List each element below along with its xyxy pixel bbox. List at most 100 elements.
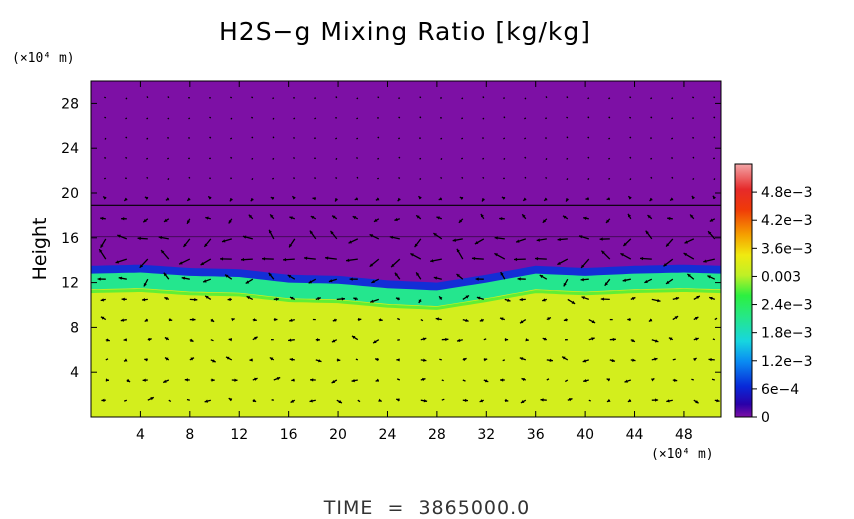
colorbar-tick-label: 4.2e−3: [761, 213, 813, 229]
wind-vector: [309, 399, 316, 403]
wind-vector: [182, 238, 191, 248]
wind-vector-shaft: [272, 97, 275, 100]
wind-vector: [683, 252, 695, 260]
wind-vector-head: [673, 378, 678, 382]
wind-vector-shaft: [713, 178, 716, 181]
wind-vector-shaft: [608, 177, 611, 180]
wind-vector-shaft: [314, 117, 317, 120]
wind-vector: [440, 157, 443, 161]
wind-vector-head: [394, 217, 398, 222]
wind-vector: [396, 378, 401, 381]
wind-vector-head: [438, 197, 443, 201]
wind-vector-head: [371, 279, 375, 283]
wind-vector: [168, 399, 172, 403]
wind-vector-shaft: [356, 117, 359, 120]
wind-vector-shaft: [650, 176, 653, 179]
wind-vector-shaft: [503, 116, 506, 119]
wind-vector-head: [144, 358, 148, 362]
wind-vector-shaft: [587, 156, 590, 159]
wind-vector-head: [483, 358, 488, 362]
wind-vector-head: [456, 248, 460, 253]
wind-vector-shaft: [230, 156, 233, 159]
wind-vector: [355, 358, 359, 361]
wind-vector-head: [253, 318, 257, 322]
wind-vector-head: [632, 358, 636, 362]
wind-vector: [671, 97, 674, 100]
wind-vector: [181, 276, 190, 280]
wind-vector-head: [474, 240, 479, 244]
x-axis-unit: (×10⁴ m): [651, 447, 714, 462]
wind-vector-head: [337, 358, 341, 362]
wind-vector: [230, 117, 233, 120]
wind-vector-head: [179, 261, 183, 265]
wind-vector-head: [716, 398, 720, 403]
wind-vector: [308, 278, 317, 284]
wind-vector-head: [394, 272, 399, 277]
wind-vector: [287, 274, 296, 280]
wind-vector-head: [276, 377, 281, 381]
colorbar-tick-label: 0: [761, 410, 770, 426]
wind-vector-shaft: [188, 176, 191, 179]
wind-vector-head: [631, 338, 635, 342]
wind-vector: [666, 399, 673, 403]
wind-vector-head: [141, 298, 146, 302]
wind-vector: [566, 178, 569, 181]
wind-vector-shaft: [209, 116, 212, 119]
wind-vector: [315, 359, 322, 363]
wind-vector: [167, 96, 170, 99]
wind-vector: [228, 218, 233, 224]
wind-vector: [251, 96, 254, 99]
wind-vector-head: [500, 378, 504, 382]
wind-vector: [627, 195, 632, 200]
wind-vector-head: [563, 318, 568, 322]
wind-vector: [390, 258, 401, 268]
wind-vector-head: [229, 197, 234, 202]
wind-vector-shaft: [566, 116, 569, 119]
wind-vector-head: [650, 378, 655, 382]
wind-vector: [582, 359, 589, 363]
wind-vector: [608, 177, 611, 180]
wind-vector: [375, 197, 380, 201]
wind-vector-head: [654, 339, 659, 343]
wind-vector-head: [534, 256, 539, 261]
wind-vector: [433, 232, 443, 240]
wind-vector-shaft: [714, 317, 718, 321]
wind-vector: [396, 358, 400, 362]
wind-vector-shaft: [125, 156, 128, 159]
wind-vector: [352, 215, 359, 220]
wind-vector-head: [254, 377, 258, 381]
wind-vector-head: [137, 236, 141, 241]
wind-vector: [125, 117, 128, 120]
wind-vector: [272, 136, 275, 139]
wind-vector-head: [582, 359, 587, 363]
wind-vector-head: [691, 195, 696, 200]
wind-vector: [479, 318, 485, 322]
wind-vector: [565, 198, 570, 202]
wind-vector: [335, 177, 338, 179]
wind-vector: [517, 277, 526, 281]
wind-vector-head: [164, 337, 169, 341]
wind-vector-head: [463, 357, 467, 362]
wind-vector-head: [591, 337, 595, 341]
wind-vector-shaft: [503, 157, 506, 160]
wind-vector: [519, 297, 526, 302]
wind-vector-shaft: [671, 97, 674, 100]
wind-vector: [209, 116, 212, 119]
wind-vector: [439, 358, 442, 361]
wind-vector: [585, 197, 589, 201]
wind-vector-shaft: [483, 338, 487, 341]
wind-vector: [273, 297, 280, 301]
wind-vector: [630, 296, 636, 301]
wind-vector: [269, 213, 275, 220]
wind-vector: [272, 97, 275, 100]
wind-vector: [604, 278, 611, 287]
wind-vector: [667, 216, 673, 221]
wind-vector: [123, 358, 128, 362]
wind-vector: [167, 178, 170, 181]
wind-vector-head: [585, 197, 589, 201]
wind-vector: [289, 216, 296, 220]
wind-vector: [600, 297, 610, 301]
wind-vector: [461, 176, 464, 179]
wind-vector: [461, 157, 464, 160]
wind-vector-shaft: [692, 136, 695, 139]
